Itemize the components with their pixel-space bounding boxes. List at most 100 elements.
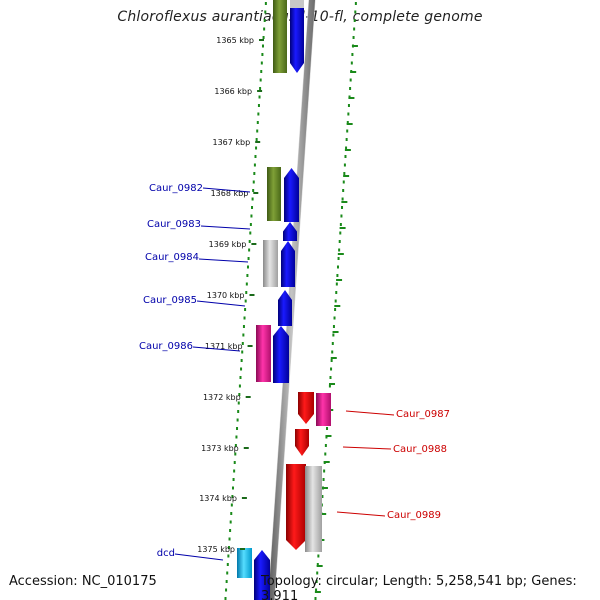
gc-skew-dot xyxy=(233,469,236,473)
tick-mark xyxy=(245,396,251,398)
gene-label-caur-0983[interactable]: Caur_0983 xyxy=(147,219,201,230)
forward-cds-feature xyxy=(283,222,297,241)
gc-content-dash xyxy=(339,227,346,229)
tick-mark xyxy=(255,141,261,143)
gc-skew-dot xyxy=(255,146,258,150)
gene-label-leader xyxy=(200,225,251,230)
tick-mark xyxy=(251,243,257,245)
gc-skew-dot xyxy=(224,597,227,600)
cog-category-feature xyxy=(267,167,281,221)
gc-content-dot xyxy=(334,308,337,311)
gc-content-dot xyxy=(344,155,347,158)
gc-skew-dot xyxy=(252,180,255,184)
forward-cds-feature xyxy=(290,0,304,73)
tick-label: 1375 kbp xyxy=(197,545,235,554)
tick-mark xyxy=(259,39,264,41)
gc-skew-dot xyxy=(234,452,237,456)
gc-content-dash xyxy=(316,565,323,567)
gc-content-dot xyxy=(322,478,325,481)
gc-content-dot xyxy=(334,299,337,303)
gene-label-caur-0986[interactable]: Caur_0986 xyxy=(139,341,193,352)
gc-skew-dot xyxy=(250,214,253,218)
gc-content-dot xyxy=(336,274,339,277)
gene-label-dcd[interactable]: dcd xyxy=(157,548,175,559)
gc-skew-dot xyxy=(241,342,244,345)
forward-cds-feature xyxy=(281,241,295,287)
gc-skew-dot xyxy=(263,27,266,31)
gc-content-dot xyxy=(341,197,344,201)
tick-mark xyxy=(253,192,259,194)
gc-content-dot xyxy=(339,223,342,226)
gene-label-caur-0989[interactable]: Caur_0989 xyxy=(387,510,441,521)
reverse-cds-feature xyxy=(298,392,314,424)
gc-content-dot xyxy=(341,206,344,209)
gene-label-caur-0985[interactable]: Caur_0985 xyxy=(143,295,197,306)
gc-skew-dot xyxy=(259,78,262,82)
cog-category-feature xyxy=(263,240,278,287)
gene-label-caur-0984[interactable]: Caur_0984 xyxy=(145,252,199,263)
gc-skew-dot xyxy=(240,359,243,362)
gc-content-dash xyxy=(323,461,330,463)
gc-skew-dot xyxy=(251,197,254,201)
gc-skew-dot xyxy=(254,155,257,158)
gc-skew-dot xyxy=(246,274,249,277)
gc-skew-dot xyxy=(232,478,235,481)
gc-skew-dot xyxy=(253,163,256,167)
gc-content-dot xyxy=(339,231,342,235)
gc-skew-dot xyxy=(238,384,241,388)
gc-content-dash xyxy=(341,201,348,203)
gc-skew-dot xyxy=(240,367,243,371)
gc-content-dot xyxy=(332,325,335,328)
gc-skew-dot xyxy=(241,350,244,354)
gene-label-caur-0982[interactable]: Caur_0982 xyxy=(149,183,203,194)
gc-skew-dot xyxy=(242,333,245,337)
gc-skew-dot xyxy=(245,291,248,294)
gene-label-caur-0988[interactable]: Caur_0988 xyxy=(393,444,447,455)
tick-label: 1365 kbp xyxy=(216,36,254,45)
gc-content-dot xyxy=(343,163,346,167)
gc-content-dot xyxy=(342,189,345,192)
gc-content-dot xyxy=(315,588,318,592)
gene-label-leader xyxy=(174,553,224,561)
gc-content-dash xyxy=(329,383,336,385)
gc-content-dash xyxy=(314,591,321,593)
gc-content-dot xyxy=(354,10,357,14)
tick-label: 1368 kbp xyxy=(211,189,249,198)
gc-content-dot xyxy=(343,172,346,175)
tick-label: 1370 kbp xyxy=(207,291,245,300)
gc-content-dot xyxy=(354,2,357,5)
gc-skew-dot xyxy=(247,257,250,260)
gc-content-dot xyxy=(332,333,335,337)
gc-skew-dot xyxy=(236,427,239,430)
reverse-cds-feature xyxy=(286,464,306,550)
gc-content-dot xyxy=(331,342,334,345)
gc-skew-dot xyxy=(242,325,245,328)
tick-label: 1372 kbp xyxy=(203,393,241,402)
tick-label: 1369 kbp xyxy=(209,240,247,249)
gene-label-leader xyxy=(345,410,395,416)
gc-content-dot xyxy=(340,214,343,218)
gc-skew-dot xyxy=(253,172,256,175)
gc-skew-dot xyxy=(249,231,252,235)
gc-skew-dot xyxy=(258,95,261,99)
gc-content-dot xyxy=(346,121,349,124)
gc-skew-dot xyxy=(245,282,248,286)
gc-content-dot xyxy=(324,444,327,447)
gc-skew-dot xyxy=(228,537,231,541)
gc-content-dot xyxy=(335,282,338,286)
gc-skew-dot xyxy=(236,418,239,422)
gc-skew-dot xyxy=(225,588,228,592)
gene-label-caur-0987[interactable]: Caur_0987 xyxy=(396,409,450,420)
gc-skew-dot xyxy=(238,393,241,396)
gc-skew-dot xyxy=(256,129,259,133)
gc-content-dash xyxy=(346,123,353,125)
cog-category-feature xyxy=(305,466,322,552)
gc-skew-dot xyxy=(261,53,264,56)
gc-content-dot xyxy=(329,376,332,379)
gc-content-dot xyxy=(317,554,320,558)
tick-mark xyxy=(247,345,253,347)
cog-category-feature xyxy=(256,325,271,382)
gc-skew-dot xyxy=(237,410,240,413)
gc-content-dot xyxy=(314,597,317,600)
